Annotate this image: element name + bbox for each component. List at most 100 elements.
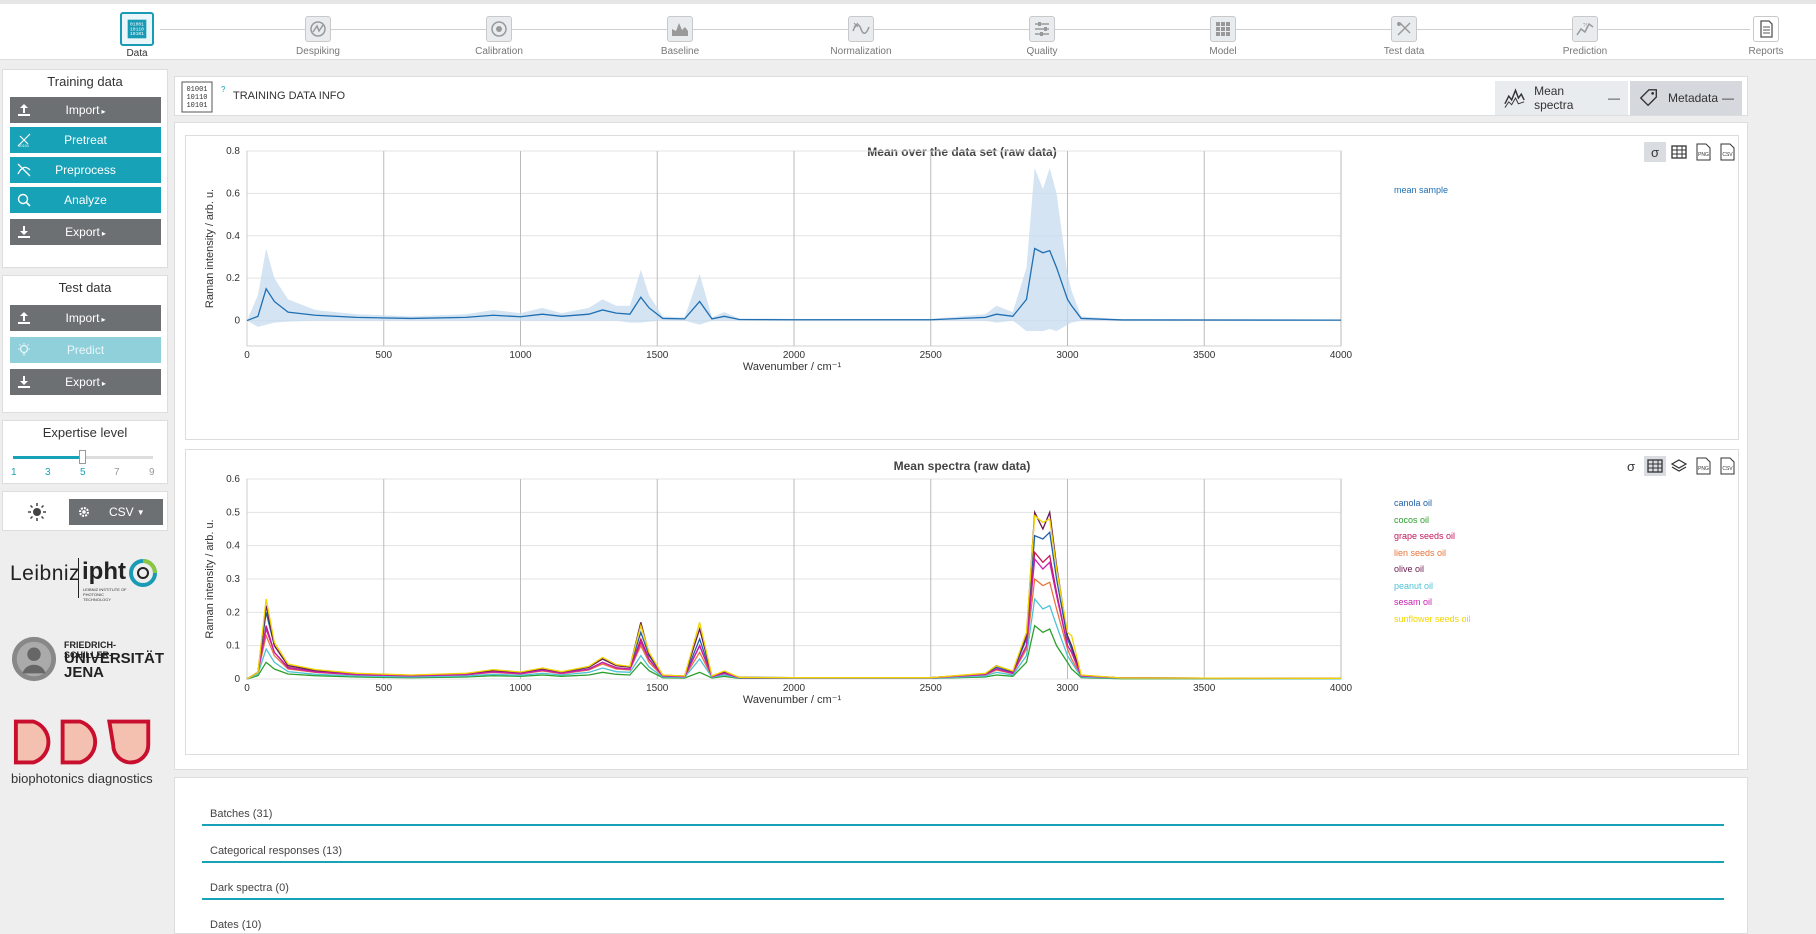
- svg-text:01001: 01001: [186, 86, 207, 94]
- mean-spectra-button[interactable]: Mean spectra —: [1495, 81, 1628, 115]
- analyze-button[interactable]: Analyze: [10, 187, 161, 213]
- leibniz-text: Leibniz: [10, 562, 81, 585]
- test-import-button[interactable]: Import ▸: [10, 305, 161, 331]
- button-label: Metadata: [1667, 91, 1718, 105]
- upload-icon: [18, 312, 30, 324]
- series-line[interactable]: [246, 597, 1342, 680]
- step-data[interactable]: 01001 10110 10101 Data: [92, 12, 182, 59]
- button-label: Analyze: [64, 193, 107, 207]
- legend-item[interactable]: grape seeds oil: [1394, 531, 1456, 541]
- accordion-categorical-responses[interactable]: Categorical responses (13): [202, 835, 1724, 863]
- legend-item[interactable]: olive oil: [1394, 564, 1425, 574]
- accordion-label: Dates (10): [210, 919, 262, 931]
- x-tick-label: 2000: [783, 350, 806, 361]
- accordion-label: Dark spectra (0): [210, 882, 289, 894]
- table-icon[interactable]: [1644, 456, 1666, 476]
- y-tick-label: 0.4: [226, 541, 240, 552]
- predict-button[interactable]: Predict: [10, 337, 161, 363]
- x-tick-label: 2500: [920, 350, 943, 361]
- legend-item[interactable]: mean sample: [1394, 185, 1449, 195]
- step-despiking[interactable]: Despiking: [273, 12, 363, 57]
- download-icon: [18, 226, 30, 238]
- ipht-text: ipht: [82, 558, 126, 585]
- step-calibration[interactable]: Calibration: [454, 12, 544, 57]
- y-tick-label: 0.3: [226, 574, 240, 585]
- accordion-dates[interactable]: Dates (10): [202, 909, 1724, 934]
- x-tick-label: 1000: [509, 350, 532, 361]
- ipht-swirl-icon: [129, 559, 157, 587]
- step-prediction[interactable]: ?! Prediction: [1540, 12, 1630, 57]
- step-normalization[interactable]: Normalization: [816, 12, 906, 57]
- accordion-label: Categorical responses (13): [210, 845, 343, 857]
- y-axis-label: Raman intensity / arb. u.: [204, 519, 216, 638]
- svg-text:PNG: PNG: [1698, 466, 1709, 472]
- step-model[interactable]: Model: [1178, 12, 1268, 57]
- ipht-subtitle: LEIBNIZ INSTITUTE OF PHOTONIC TECHNOLOGY: [83, 587, 127, 602]
- chevron-down-icon: ▼: [136, 507, 145, 517]
- legend-item[interactable]: lien seeds oil: [1394, 547, 1447, 558]
- chart-legend: canola oil cocos oil grape seeds oil lien s…: [1394, 495, 1471, 627]
- uni-jena-logo: FRIEDRICH-SCHILLER- UNIVERSITÄT JENA: [10, 633, 164, 683]
- legend-item[interactable]: canola oil: [1394, 498, 1433, 508]
- preprocess-icon: [17, 163, 31, 177]
- legend-item[interactable]: peanut oil: [1394, 580, 1434, 591]
- step-baseline[interactable]: Baseline: [635, 12, 725, 57]
- x-tick-label: 500: [375, 683, 392, 694]
- analyze-magnifier-icon: [17, 193, 31, 207]
- help-icon[interactable]: ?: [221, 85, 226, 94]
- training-export-button[interactable]: Export ▸: [10, 219, 161, 245]
- expertise-slider-thumb[interactable]: [79, 450, 86, 464]
- legend-item[interactable]: cocos oil: [1394, 514, 1430, 525]
- button-label: Pretreat: [64, 133, 107, 147]
- x-tick-label: 4000: [1330, 683, 1353, 694]
- x-axis-label: Wavenumber / cm⁻¹: [743, 361, 842, 373]
- sigma-toggle-icon[interactable]: σ: [1626, 458, 1636, 474]
- svg-text:CSV: CSV: [1722, 466, 1733, 472]
- accordion-dark-spectra[interactable]: Dark spectra (0): [202, 872, 1724, 900]
- preprocess-button[interactable]: Preprocess: [10, 157, 161, 183]
- test-export-button[interactable]: Export ▸: [10, 369, 161, 395]
- stepper-line: [160, 29, 1750, 30]
- training-import-button[interactable]: Import ▸: [10, 97, 161, 123]
- accordion-batches[interactable]: Batches (31): [202, 798, 1724, 826]
- layers-icon[interactable]: [1668, 456, 1690, 476]
- button-label: Predict: [66, 343, 105, 357]
- sigma-toggle-icon[interactable]: σ: [1644, 142, 1666, 162]
- test-data-title: Test data: [58, 280, 112, 295]
- step-test-data[interactable]: Test data: [1359, 12, 1449, 57]
- y-tick-label: 0.2: [226, 273, 240, 284]
- button-label: Import: [65, 311, 100, 325]
- mean-spectra-chart[interactable]: 0 0.1 0.2 0.3 0.4 0.5 0.6 0 500 1000 1500 2000 2500 3…: [186, 450, 1740, 756]
- mean-dataset-chart[interactable]: 0 0.2 0.4 0.6 0.8 0 500 1000 1500 2000 2500 3000 350…: [186, 136, 1740, 441]
- calibration-target-icon: [486, 16, 512, 42]
- step-quality[interactable]: Quality: [997, 12, 1087, 57]
- csv-export-icon[interactable]: CSV: [1716, 142, 1738, 162]
- metadata-button[interactable]: Metadata —: [1630, 81, 1742, 115]
- format-label: CSV: [109, 505, 134, 519]
- chart-toolbar: σ PNG CSV: [1644, 142, 1738, 162]
- png-export-icon[interactable]: PNG: [1692, 142, 1714, 162]
- svg-text:CSV: CSV: [1722, 152, 1733, 158]
- step-reports[interactable]: Reports: [1721, 12, 1811, 57]
- series-line[interactable]: [246, 624, 1341, 680]
- theme-toggle-sun-icon[interactable]: [27, 502, 47, 522]
- bd-text: biophotonics diagnostics: [11, 771, 153, 786]
- csv-export-icon[interactable]: CSV: [1716, 456, 1738, 476]
- download-icon: [18, 376, 30, 388]
- chart-title: Mean over the data set (raw data): [867, 145, 1057, 159]
- settings-panel: CSV ▼: [2, 491, 168, 531]
- x-tick-label: 1500: [646, 350, 669, 361]
- png-export-icon[interactable]: PNG: [1692, 456, 1714, 476]
- x-axis-label: Wavenumber / cm⁻¹: [743, 694, 842, 706]
- series-line[interactable]: [246, 514, 1342, 680]
- x-tick-label: 2500: [920, 683, 943, 694]
- export-format-dropdown[interactable]: CSV ▼: [69, 499, 163, 525]
- series-line[interactable]: [246, 247, 1342, 322]
- legend-item[interactable]: sesam oil: [1394, 597, 1433, 607]
- x-tick-label: 1500: [646, 683, 669, 694]
- pretreat-button[interactable]: 10101 Pretreat: [10, 127, 161, 153]
- legend-item[interactable]: sunflower seeds oil: [1394, 613, 1471, 624]
- table-icon[interactable]: [1668, 142, 1690, 162]
- series-line[interactable]: [246, 557, 1342, 680]
